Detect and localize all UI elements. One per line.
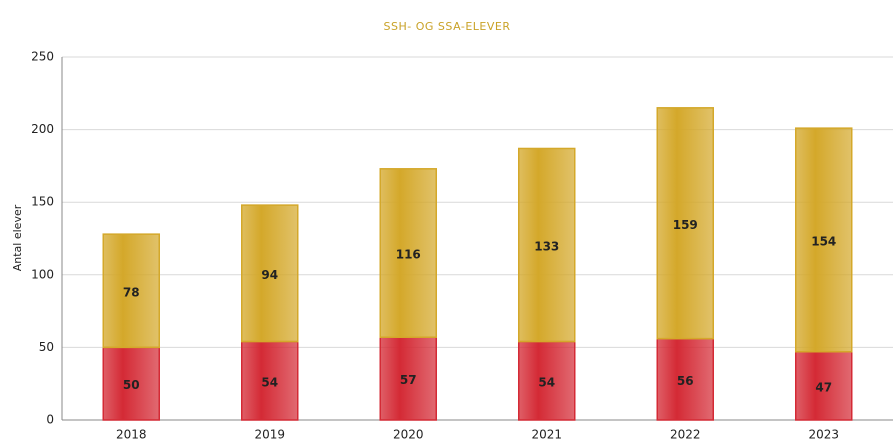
bar-segment xyxy=(102,233,160,349)
bar-segment xyxy=(241,204,299,343)
x-tick-label: 2022 xyxy=(670,428,701,442)
bar-segment xyxy=(102,346,160,421)
x-tick-label: 2019 xyxy=(254,428,285,442)
bar-segment xyxy=(656,107,714,340)
data-label: 133 xyxy=(534,240,559,254)
bar-segment xyxy=(795,127,853,353)
y-tick-label: 100 xyxy=(31,267,54,281)
data-label: 94 xyxy=(261,268,278,282)
data-label: 50 xyxy=(123,378,140,392)
x-tick-label: 2018 xyxy=(116,428,147,442)
bar-segment xyxy=(656,337,714,421)
bar-segment xyxy=(379,168,437,338)
bar-segment xyxy=(518,147,576,343)
data-label: 159 xyxy=(673,218,698,232)
data-label: 54 xyxy=(261,375,278,389)
y-tick-label: 50 xyxy=(39,340,54,354)
y-tick-label: 0 xyxy=(46,413,54,427)
data-label: 54 xyxy=(538,375,555,389)
chart-title: SSH- OG SSA-ELEVER xyxy=(384,20,511,33)
data-label: 47 xyxy=(815,380,832,394)
y-axis-label: Antal elever xyxy=(11,204,24,271)
data-label: 154 xyxy=(811,234,836,248)
y-tick-label: 200 xyxy=(31,122,54,136)
y-tick-label: 250 xyxy=(31,50,54,64)
data-label: 116 xyxy=(396,248,421,262)
x-tick-label: 2023 xyxy=(808,428,839,442)
x-tick-label: 2020 xyxy=(393,428,424,442)
x-tick-label: 2021 xyxy=(531,428,562,442)
y-tick-label: 150 xyxy=(31,195,54,209)
bar-segment xyxy=(379,336,437,421)
data-label: 78 xyxy=(123,285,140,299)
data-label: 56 xyxy=(677,374,694,388)
data-label: 57 xyxy=(400,373,417,387)
bar-segment xyxy=(241,340,299,421)
bar-segment xyxy=(795,351,853,421)
